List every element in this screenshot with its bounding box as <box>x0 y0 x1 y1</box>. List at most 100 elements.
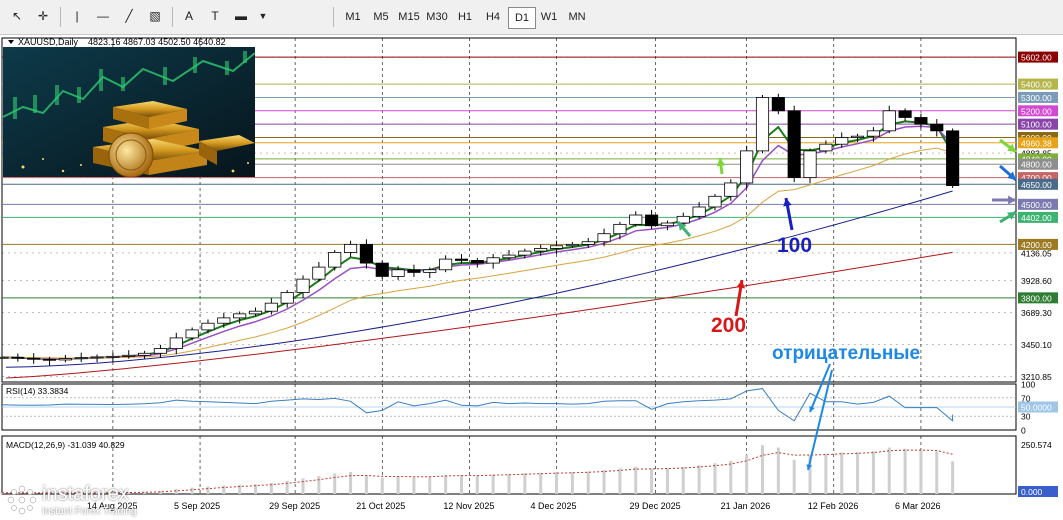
price-label: 3800.00 <box>1021 293 1052 303</box>
macd-bar <box>951 461 955 494</box>
x-tick-label: 21 Jan 2026 <box>721 501 771 511</box>
candle-body <box>946 130 960 187</box>
label-icon[interactable]: T <box>211 9 219 23</box>
candle-body <box>201 322 215 331</box>
macd-bar <box>650 468 654 494</box>
macd-bar <box>16 492 20 494</box>
price-label-box <box>1018 118 1058 130</box>
price-label: 4700.00 <box>1021 173 1052 183</box>
macd-bar <box>507 473 511 494</box>
channel-icon[interactable]: ▧ <box>149 9 161 23</box>
x-tick-label: 14 Aug 2025 <box>87 501 138 511</box>
macd-bar <box>269 482 273 494</box>
macd-bar <box>428 476 432 494</box>
price-label: 4136.05 <box>1021 248 1052 258</box>
timeframe-d1[interactable]: D1 <box>508 7 536 29</box>
price-label: 5100.00 <box>1021 120 1052 130</box>
macd-label: MACD(12,26,9) -31.039 40.829 <box>6 440 125 450</box>
timeframe-m15[interactable]: M15 <box>398 11 420 23</box>
price-label-box <box>1018 105 1058 117</box>
arrow-ma200-head <box>736 280 745 289</box>
timeframe-m30[interactable]: M30 <box>426 11 448 23</box>
text-icon[interactable]: A <box>184 9 193 23</box>
macd-bar <box>475 475 479 494</box>
candle-body <box>882 110 896 132</box>
timeframe-m5[interactable]: M5 <box>373 11 389 23</box>
candle-body <box>391 269 405 277</box>
vertical-line-icon[interactable]: | <box>75 9 79 23</box>
macd-bar <box>713 463 717 494</box>
arrow-4650-head <box>1007 171 1016 180</box>
macd-bar <box>697 465 701 494</box>
candle-body <box>581 241 595 245</box>
label-ma200: 200 <box>711 314 746 337</box>
timeframe-w1[interactable]: W1 <box>540 11 558 23</box>
candle-body <box>692 206 706 217</box>
crosshair-icon[interactable]: ✛ <box>37 9 49 23</box>
macd-bar <box>285 480 289 494</box>
symbol-dropdown-icon <box>8 40 14 44</box>
candle-body <box>407 269 421 273</box>
chart-ohlc: 4823.16 4867.03 4502.50 4640.82 <box>88 37 226 47</box>
dropdown-arrow-icon[interactable]: ▼ <box>258 11 268 21</box>
price-label-box <box>1018 292 1058 304</box>
candle-body <box>787 110 801 178</box>
x-tick-label: 21 Oct 2025 <box>356 501 405 511</box>
cursor-icon[interactable]: ↖ <box>11 9 23 23</box>
macd-bar <box>555 472 559 494</box>
candle-body <box>423 269 437 273</box>
price-label-box <box>1018 198 1058 210</box>
macd-bar <box>602 470 606 494</box>
macd-bar <box>349 472 353 494</box>
macd-bar <box>729 460 733 494</box>
candle-body <box>835 137 849 145</box>
timeframe-mn[interactable]: MN <box>568 11 586 23</box>
annotations: 100 200 отрицательные <box>676 138 1017 471</box>
candle-body <box>676 215 690 224</box>
x-tick-label: 6 Mar 2026 <box>895 501 941 511</box>
candle-body <box>518 250 532 256</box>
macd-bar <box>301 478 305 494</box>
ma100-line <box>5 190 953 368</box>
macd-bar <box>0 492 4 494</box>
candle-body <box>248 310 263 315</box>
trendline-icon[interactable]: ╱ <box>125 9 133 23</box>
candle-body <box>90 356 104 359</box>
timeframe-h1[interactable]: H1 <box>457 11 473 23</box>
macd-bar <box>254 484 257 494</box>
x-tick-label: 12 Feb 2026 <box>808 501 859 511</box>
horizontal-line-icon[interactable]: — <box>97 9 109 23</box>
candle-body <box>217 317 231 324</box>
candle-body <box>645 214 659 227</box>
candle-body <box>359 243 373 264</box>
rsi-label-box <box>1018 401 1058 413</box>
price-label: 3928.60 <box>1021 276 1052 286</box>
toolbar-separator <box>172 7 173 27</box>
price-label: 4960.38 <box>1021 138 1052 148</box>
macd-bar <box>63 492 67 494</box>
macd-tick-label: 0.000 <box>1021 487 1043 497</box>
rsi-line <box>1 388 954 422</box>
candle-body <box>771 97 785 112</box>
arrow-ma100-head <box>783 198 792 207</box>
macd-signal-line <box>2 449 953 494</box>
candle-body <box>629 214 643 225</box>
price-label-box <box>1018 51 1058 63</box>
rsi-tick-label: 0 <box>1021 426 1026 436</box>
price-label: 3450.10 <box>1021 340 1052 350</box>
candle-body <box>185 329 199 339</box>
shapes-icon[interactable]: ▬ <box>235 9 247 23</box>
arrow-4500-head <box>1008 195 1016 205</box>
macd-bar <box>111 492 115 494</box>
macd-bar <box>523 473 527 494</box>
macd-bar <box>412 477 416 494</box>
price-label: 3210.85 <box>1021 372 1052 382</box>
macd-bar <box>634 466 638 494</box>
timeframe-m1[interactable]: M1 <box>345 11 361 23</box>
candle-body <box>724 182 738 197</box>
macd-bar <box>158 491 162 494</box>
price-label-box <box>1018 172 1058 184</box>
main-frame <box>1 37 1017 383</box>
macd-bar <box>570 472 574 494</box>
timeframe-h4[interactable]: H4 <box>485 11 501 23</box>
